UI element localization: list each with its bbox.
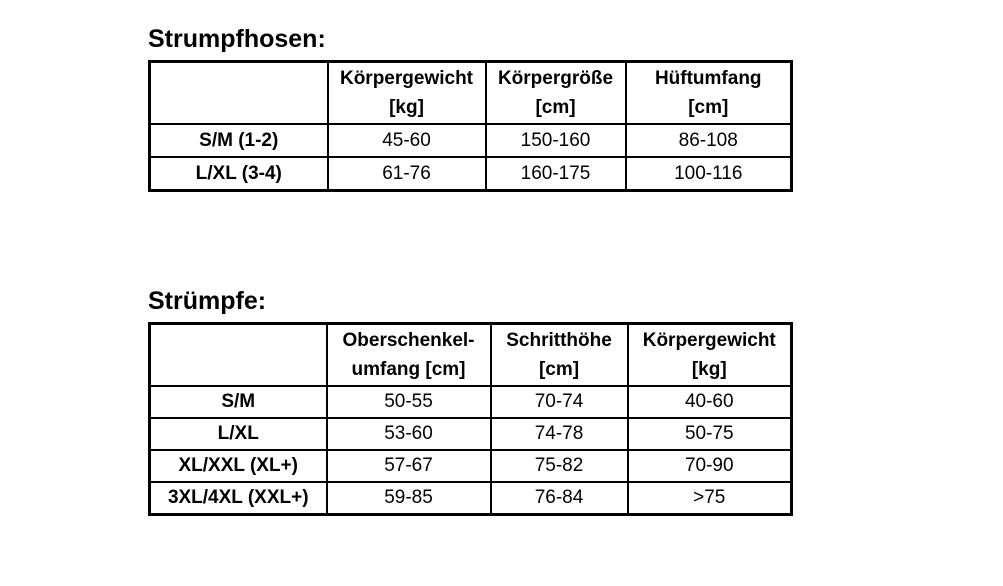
header-label: Körpergewicht [642,330,776,351]
data-cell: 160-175 [484,156,627,192]
header-cell-koerpergroesse: Körpergröße [cm] [484,60,627,125]
header-row: Oberschenkel- umfang [cm] Schritthöhe [c… [148,322,793,387]
data-cell: >75 [626,481,793,516]
header-label: Schritthöhe [506,330,612,351]
header-unit: [cm] [688,97,729,118]
struempfe-size-table: Oberschenkel- umfang [cm] Schritthöhe [c… [148,322,793,516]
header-unit: [kg] [389,97,424,118]
data-cell: 75-82 [489,449,629,483]
table-row: XL/XXL (XL+) 57-67 75-82 70-90 [148,449,793,483]
header-cell-hueftumfang: Hüftumfang [cm] [624,60,793,125]
row-label: L/XL [148,417,328,451]
data-cell: 57-67 [325,449,492,483]
header-label: Körpergröße [497,68,614,89]
header-cell-empty [148,60,329,125]
data-cell: 76-84 [489,481,629,516]
strumpfhosen-section: Strumpfhosen: Körpergewicht [kg] Körper [148,24,793,192]
header-label: Oberschenkel- [342,330,475,351]
data-cell: 61-76 [326,156,487,192]
header-cell-koerpergewicht: Körpergewicht [kg] [326,60,487,125]
header-cell-oberschenkelumfang: Oberschenkel- umfang [cm] [325,322,492,387]
strumpfhosen-title: Strumpfhosen: [148,25,326,53]
data-cell: 40-60 [626,385,793,419]
header-unit: umfang [cm] [351,359,466,380]
table-row: 3XL/4XL (XXL+) 59-85 76-84 >75 [148,481,793,516]
header-cell-schritthoehe: Schritthöhe [cm] [489,322,629,387]
header-cell-empty [148,322,328,387]
table-row: L/XL (3-4) 61-76 160-175 100-116 [148,156,793,192]
row-label: L/XL (3-4) [148,156,329,192]
data-cell: 86-108 [624,123,793,158]
data-cell: 50-55 [325,385,492,419]
data-cell: 74-78 [489,417,629,451]
header-unit: [cm] [538,359,580,380]
data-cell: 70-74 [489,385,629,419]
strumpfhosen-size-table: Körpergewicht [kg] Körpergröße [cm] Hüft… [148,60,793,192]
row-label: XL/XXL (XL+) [148,449,328,483]
header-label: Körpergewicht [339,68,474,89]
table-row: L/XL 53-60 74-78 50-75 [148,417,793,451]
data-cell: 100-116 [624,156,793,192]
data-cell: 59-85 [325,481,492,516]
data-cell: 70-90 [626,449,793,483]
row-label: S/M (1-2) [148,123,329,158]
struempfe-section: Strümpfe: Oberschenkel- umfang [cm] Sch [148,286,793,516]
header-unit: [kg] [691,359,727,380]
data-cell: 45-60 [326,123,487,158]
header-unit: [cm] [535,97,576,118]
table-row: S/M (1-2) 45-60 150-160 86-108 [148,123,793,158]
struempfe-title: Strümpfe: [148,287,267,315]
table-row: S/M 50-55 70-74 40-60 [148,385,793,419]
header-row: Körpergewicht [kg] Körpergröße [cm] Hüft… [148,60,793,125]
row-label: S/M [148,385,328,419]
row-label: 3XL/4XL (XXL+) [148,481,328,516]
header-label: Hüftumfang [654,68,762,89]
header-cell-koerpergewicht: Körpergewicht [kg] [626,322,793,387]
data-cell: 50-75 [626,417,793,451]
data-cell: 53-60 [325,417,492,451]
data-cell: 150-160 [484,123,627,158]
